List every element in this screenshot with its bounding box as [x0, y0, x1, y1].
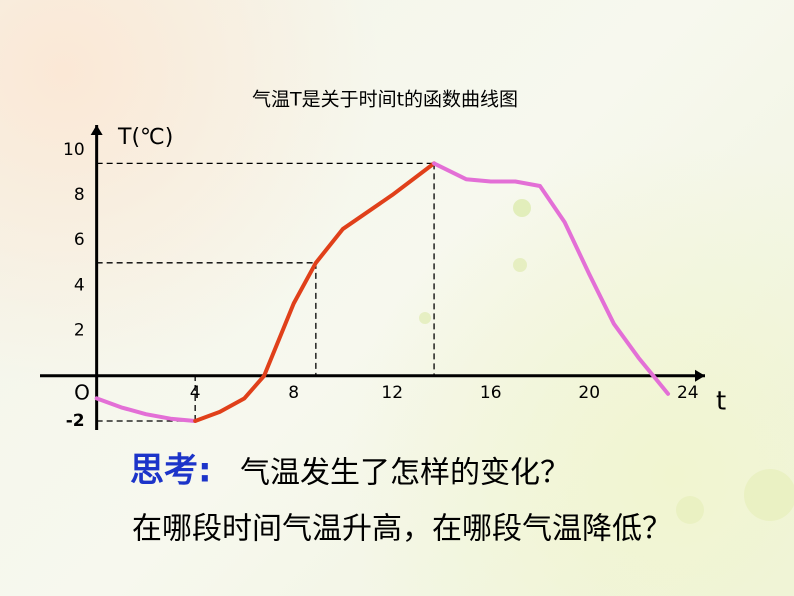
x-axis-label: t: [716, 387, 726, 417]
x-tick-label: 4: [190, 383, 201, 403]
y-axis-label: T(℃): [117, 125, 173, 150]
bokeh: [513, 258, 527, 272]
y-tick-label: 6: [74, 230, 85, 250]
y-tick-label: 4: [74, 275, 85, 295]
line-series: [94, 396, 198, 423]
bokeh: [676, 496, 704, 524]
origin-label: O: [74, 381, 90, 405]
x-tick-label: 20: [578, 383, 600, 403]
x-axis-arrow: [695, 369, 705, 382]
y-axis-arrow: [90, 125, 103, 135]
prompt-question: 气温发生了怎样的变化？: [240, 456, 570, 491]
chart-title: 气温T是关于时间t的函数曲线图: [252, 89, 518, 111]
prompt-question: 在哪段时间气温升高，在哪段气温降低？: [132, 512, 672, 547]
x-tick-label: 12: [381, 383, 403, 403]
line-series: [193, 161, 437, 423]
prompt-label: 思考:: [130, 451, 212, 491]
y-tick-label: 8: [74, 185, 85, 205]
y-tick-label: -2: [66, 411, 85, 431]
line-series: [432, 161, 671, 396]
x-tick-label: 24: [677, 383, 699, 403]
bokeh: [744, 469, 794, 521]
bokeh: [513, 199, 531, 217]
bokeh: [419, 312, 431, 324]
x-tick-label: 8: [288, 383, 299, 403]
y-tick-label: 10: [63, 140, 85, 160]
x-tick-label: 16: [480, 383, 502, 403]
y-tick-label: 2: [74, 321, 85, 341]
